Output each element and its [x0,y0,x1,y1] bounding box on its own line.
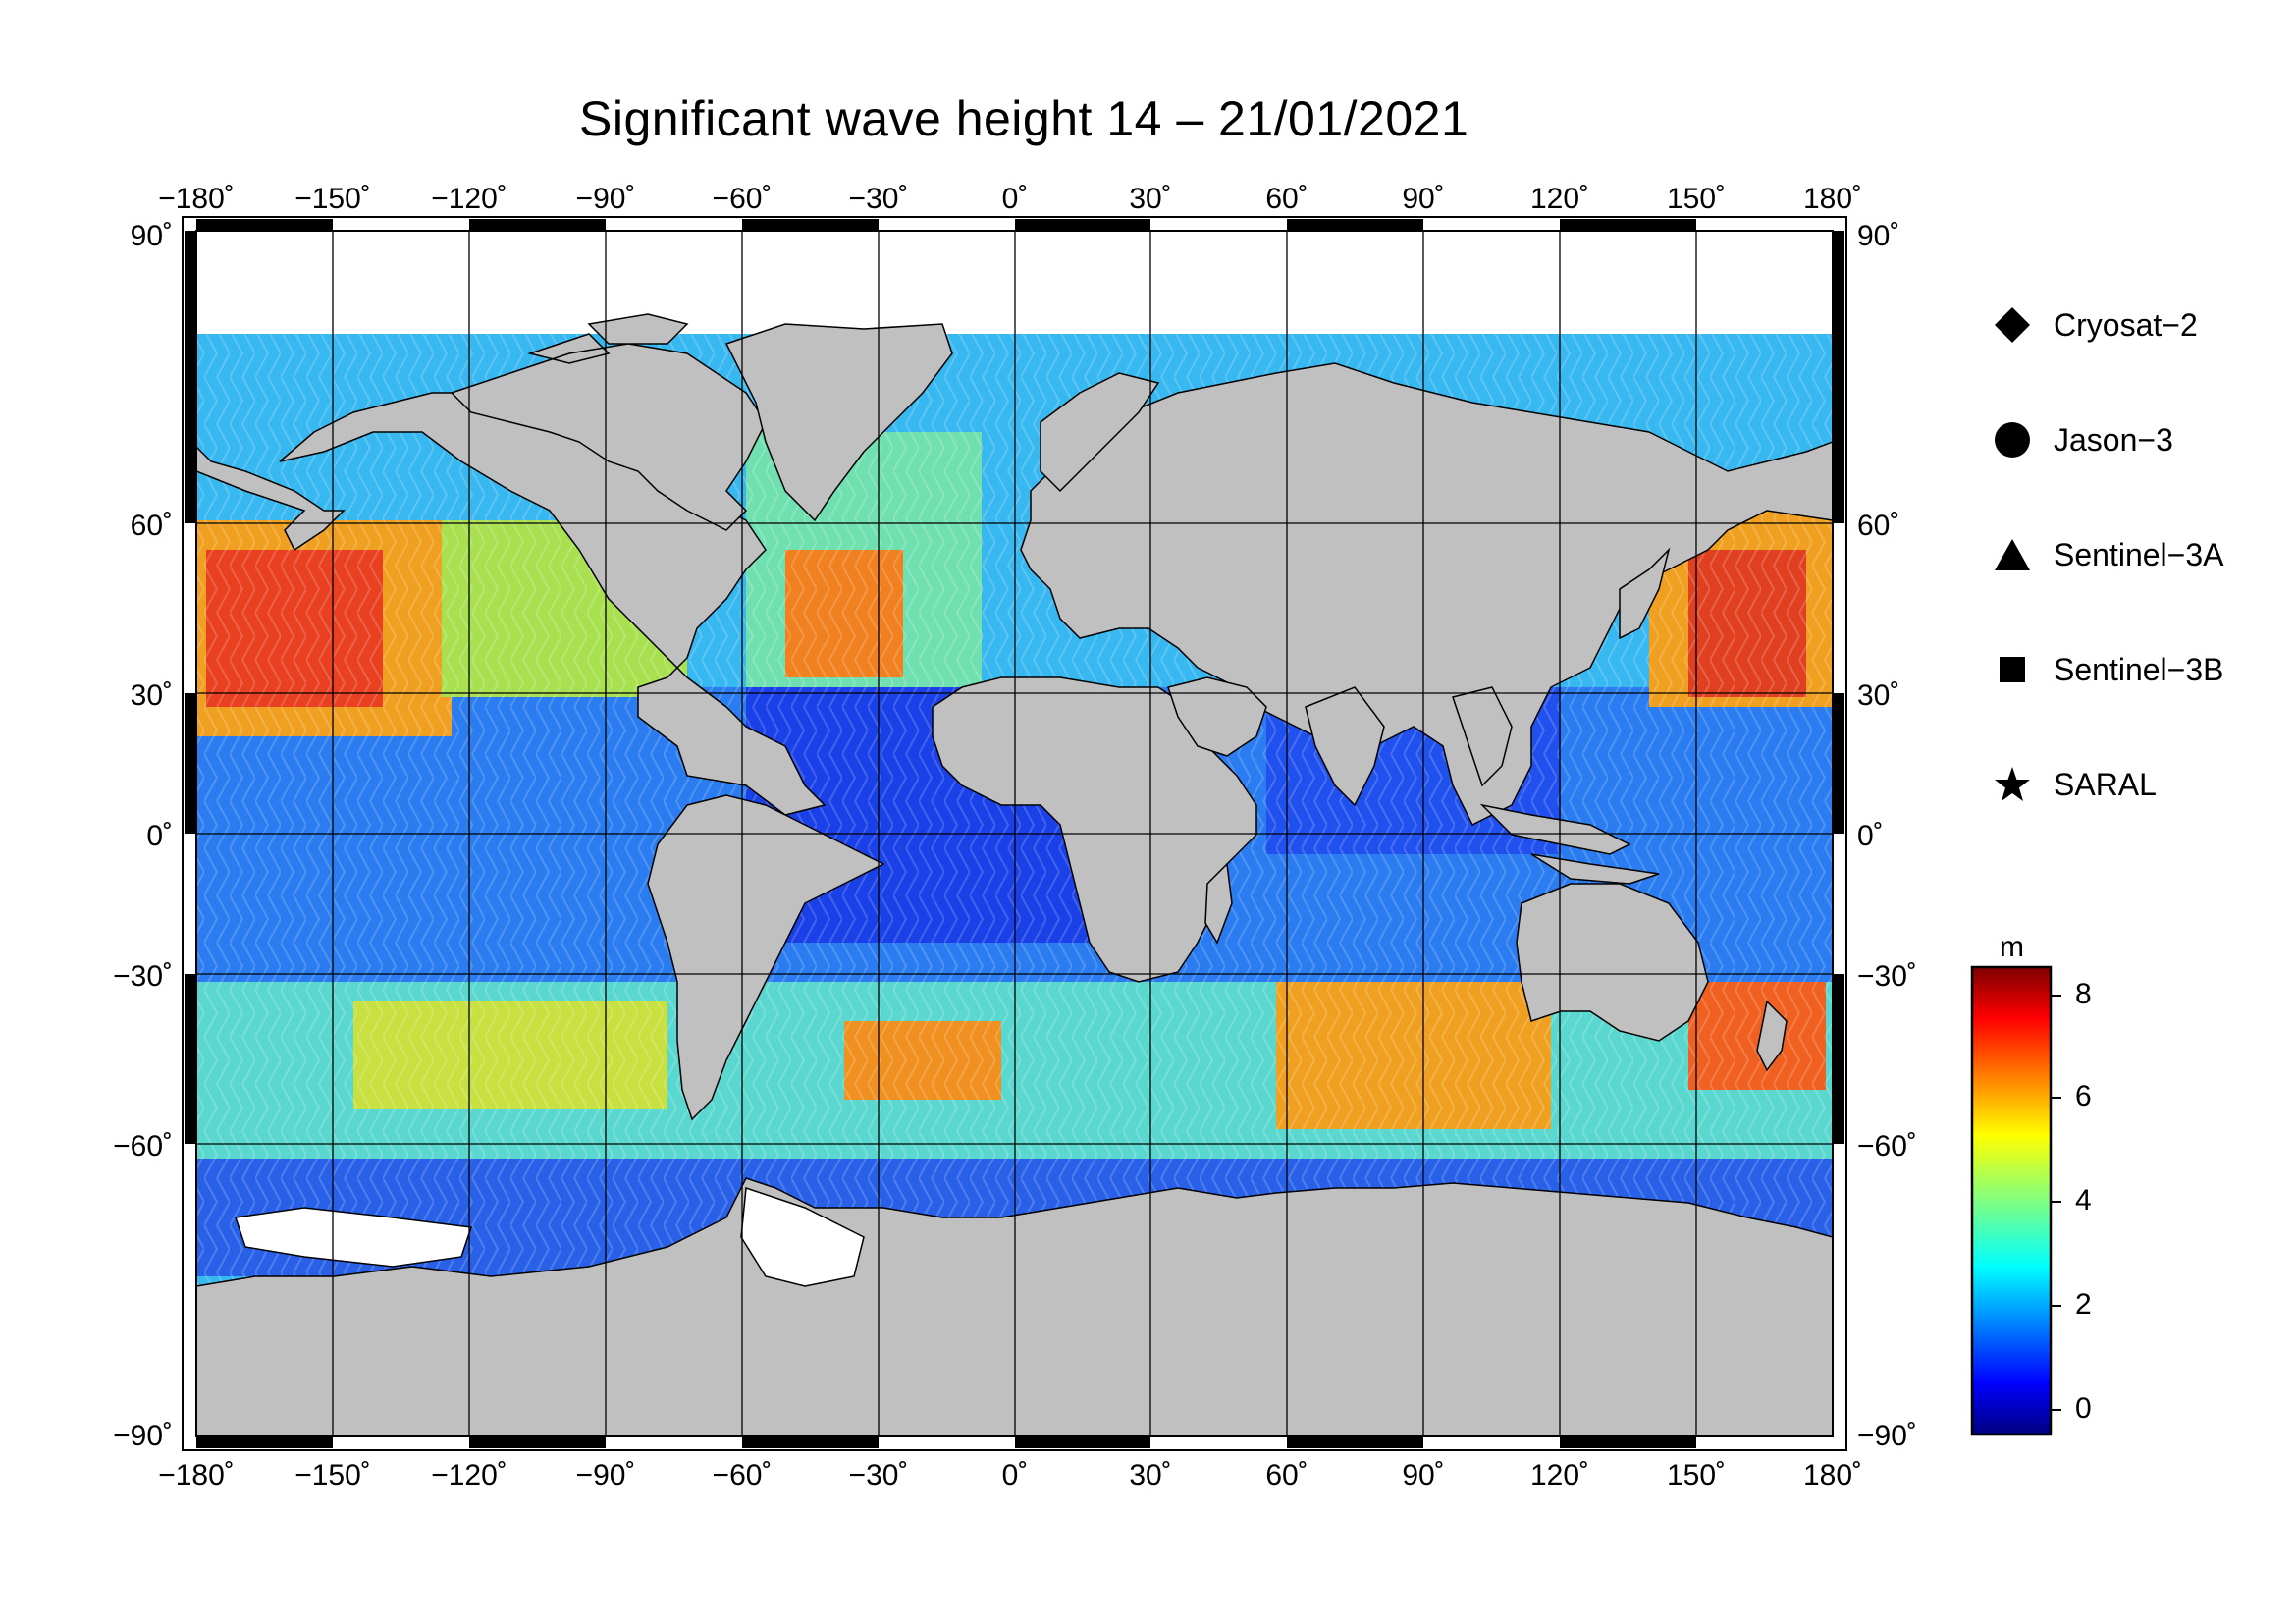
new-zealand [1756,1000,1788,1072]
japan [1619,547,1671,640]
lon-label-bottom: 180˚ [1803,1459,1862,1491]
ice-shelf-weddell [740,1186,865,1287]
star-icon [1995,767,2030,801]
lon-label-top: −90˚ [576,183,636,215]
lon-label-bottom: −30˚ [849,1459,909,1491]
lon-label-bottom: 0˚ [1002,1459,1029,1491]
africa [932,676,1257,983]
legend-item-cryosat: Cryosat−2 [1993,300,2198,350]
lat-labels-right: 90˚ 60˚ 30˚ 0˚ −30˚ −60˚ −90˚ [1857,220,1917,1452]
lon-label-bottom: −120˚ [431,1459,507,1491]
colorbar-ticks [2051,995,2061,1411]
colorbar [1970,965,2061,1436]
lat-label-right: −30˚ [1857,960,1917,993]
lon-label-bottom: −180˚ [158,1459,235,1491]
lon-label-top: −60˚ [713,183,773,215]
lon-label-top: 120˚ [1530,183,1589,215]
square-icon [2000,657,2025,682]
diamond-icon [1995,307,2030,343]
legend-label: SARAL [2054,766,2157,802]
lat-label-left: −30˚ [113,960,173,993]
lat-label-left: 0˚ [146,820,173,852]
frame-outer [182,216,1847,1451]
colorbar-tick-label: 4 [2075,1184,2092,1217]
colorbar-tick-label: 6 [2075,1080,2092,1112]
legend-item-jason: Jason−3 [1993,415,2173,464]
lat-label-right: −90˚ [1857,1420,1917,1452]
lon-label-top: 30˚ [1129,183,1171,215]
madagascar [1204,862,1233,945]
lon-label-top: 60˚ [1265,183,1308,215]
map-frame [182,216,1847,1451]
lat-labels-left: 90˚ 60˚ 30˚ 0˚ −30˚ −60˚ −90˚ [113,220,173,1452]
chart-title: Significant wave height 14 – 21/01/2021 [579,91,1469,146]
lon-label-bottom: −90˚ [576,1459,636,1491]
indochina [1452,686,1513,787]
lon-label-top: 90˚ [1402,183,1444,215]
legend-label: Cryosat−2 [2054,306,2198,343]
lat-label-left: 90˚ [131,220,173,252]
legend-item-saral: SARAL [1993,760,2157,809]
lat-label-left: 60˚ [131,510,173,542]
scandinavia [1040,372,1160,493]
circle-icon [1995,422,2030,458]
lon-label-bottom: 60˚ [1265,1459,1308,1491]
colorbar-gradient [1970,965,2053,1436]
lat-label-right: 90˚ [1857,220,1899,252]
lon-label-bottom: 120˚ [1530,1459,1589,1491]
lon-label-top: 150˚ [1667,183,1726,215]
eurasia [1020,362,1833,827]
india [1305,686,1385,807]
legend-item-sentinel-3a: Sentinel−3A [1993,530,2223,579]
lat-label-right: 30˚ [1857,679,1899,712]
lon-label-top: 0˚ [1002,183,1029,215]
lon-label-bottom: −60˚ [713,1459,773,1491]
lon-label-top: −30˚ [849,183,909,215]
lon-labels-top: −180˚ −150˚ −120˚ −90˚ −60˚ −30˚ 0˚ 30˚ … [158,183,1862,215]
legend-label: Jason−3 [2054,421,2173,458]
lat-label-left: 30˚ [131,679,173,712]
lon-label-top: −120˚ [431,183,507,215]
lon-label-top: −180˚ [158,183,235,215]
lon-label-bottom: 30˚ [1129,1459,1171,1491]
ice-shelf-ross [235,1207,473,1268]
lat-label-right: −60˚ [1857,1130,1917,1163]
lat-label-left: −90˚ [113,1420,173,1452]
arabia [1167,676,1267,757]
colorbar-title: m [2000,931,2024,963]
graticule [196,231,1833,1436]
lat-label-right: 60˚ [1857,510,1899,542]
legend-label: Sentinel−3B [2054,651,2224,687]
lon-label-top: −150˚ [294,183,371,215]
colorbar-tick-label: 8 [2075,978,2092,1010]
indonesia [1479,803,1660,885]
legend-label: Sentinel−3A [2054,536,2224,572]
central-south-america [647,794,885,1121]
lon-label-bottom: 90˚ [1402,1459,1444,1491]
lon-label-bottom: 150˚ [1667,1459,1726,1491]
lat-label-right: 0˚ [1857,820,1884,852]
lon-label-top: 180˚ [1803,183,1862,215]
lat-label-left: −60˚ [113,1130,173,1163]
legend-item-sentinel-3b: Sentinel−3B [1993,645,2223,694]
australia [1516,883,1709,1042]
triangle-icon [1995,539,2030,570]
lon-labels-bottom: −180˚ −150˚ −120˚ −90˚ −60˚ −30˚ 0˚ 30˚ … [158,1459,1862,1491]
colorbar-tick-label: 2 [2075,1288,2092,1321]
colorbar-tick-label: 0 [2075,1392,2092,1425]
frame-checker [185,219,1844,1448]
canadian-arctic [450,313,767,531]
lon-label-bottom: −150˚ [294,1459,371,1491]
